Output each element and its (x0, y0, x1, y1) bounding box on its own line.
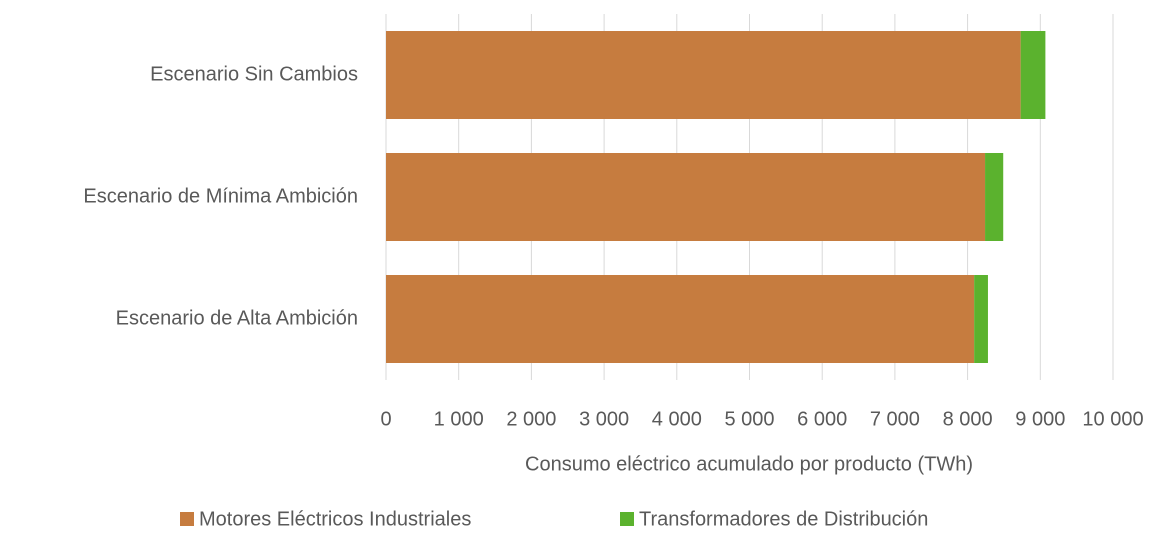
x-tick-label: 7 000 (870, 408, 920, 430)
legend-label: Transformadores de Distribución (639, 508, 928, 530)
bar-segment (974, 275, 988, 363)
x-tick-label: 6 000 (797, 408, 847, 430)
x-tick-label: 5 000 (724, 408, 774, 430)
x-tick-label: 2 000 (506, 408, 556, 430)
bar-segment (1020, 31, 1046, 119)
legend-swatch (180, 512, 194, 526)
legend-swatch (620, 512, 634, 526)
bar-segment (386, 31, 1021, 119)
x-tick-label: 3 000 (579, 408, 629, 430)
y-tick-label: Escenario de Alta Ambición (116, 307, 358, 329)
x-tick-label: 8 000 (943, 408, 993, 430)
x-tick-label: 0 (380, 408, 391, 430)
x-axis-label: Consumo eléctrico acumulado por producto… (525, 453, 973, 475)
bar-segment (386, 275, 975, 363)
bar-segment (386, 153, 986, 241)
y-tick-label: Escenario de Mínima Ambición (83, 185, 358, 207)
x-tick-label: 10 000 (1082, 408, 1143, 430)
x-tick-label: 9 000 (1015, 408, 1065, 430)
y-tick-label: Escenario Sin Cambios (150, 63, 358, 85)
x-tick-label: 1 000 (434, 408, 484, 430)
x-tick-label: 4 000 (652, 408, 702, 430)
legend-label: Motores Eléctricos Industriales (199, 508, 471, 530)
bar-segment (985, 153, 1004, 241)
